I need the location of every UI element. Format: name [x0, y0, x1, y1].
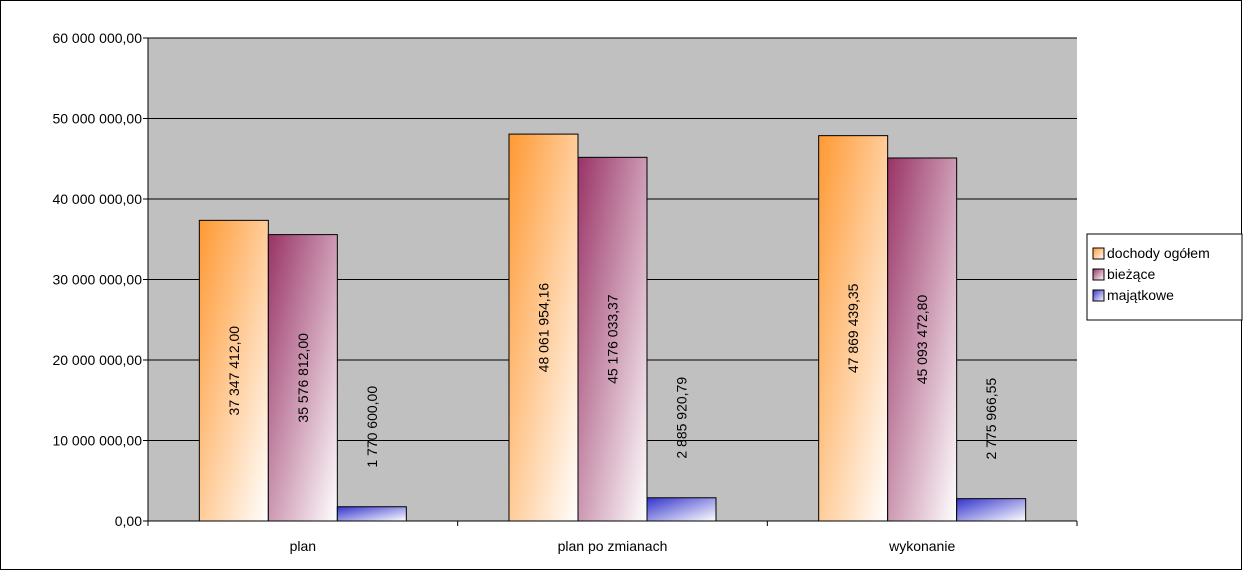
bar [336, 506, 407, 522]
data-label: 37 347 412,00 [226, 326, 242, 416]
y-tick-label: 10 000 000,00 [52, 433, 142, 449]
y-tick-label: 50 000 000,00 [52, 111, 142, 127]
legend: dochody ogółem bieżące majątkowe [1086, 233, 1243, 321]
data-label: 2 775 966,55 [983, 378, 999, 460]
legend-label: majątkowe [1107, 287, 1174, 303]
legend-label: dochody ogółem [1107, 245, 1210, 261]
y-tick-label: 0,00 [115, 513, 142, 529]
y-tick-label: 30 000 000,00 [52, 272, 142, 288]
y-tick-label: 40 000 000,00 [52, 191, 142, 207]
x-category-label: plan [290, 538, 316, 554]
data-label: 45 093 472,80 [914, 295, 930, 385]
x-axis-categories: plan plan po zmianach wykonanie [147, 521, 1078, 554]
bar [818, 135, 889, 522]
legend-box [1086, 233, 1243, 321]
data-label: 2 885 920,79 [674, 377, 690, 459]
bars [198, 133, 1027, 522]
data-label: 35 576 812,00 [295, 333, 311, 423]
y-tick-label: 20 000 000,00 [52, 352, 142, 368]
bar [577, 156, 648, 522]
legend-label: bieżące [1107, 266, 1155, 282]
x-category-label: wykonanie [888, 538, 955, 554]
x-category-label: plan po zmianach [558, 538, 668, 554]
data-labels: 37 347 412,00 35 576 812,00 1 770 600,00 48… [226, 283, 999, 468]
data-label: 45 176 033,37 [605, 294, 621, 384]
legend-swatch [1092, 289, 1105, 302]
legend-swatch [1092, 268, 1105, 281]
y-tick-label: 60 000 000,00 [52, 30, 142, 46]
bar [646, 497, 717, 522]
bar [508, 133, 579, 522]
data-label: 48 061 954,16 [536, 283, 552, 373]
y-axis-ticks: 0,00 10 000 000,00 20 000 000,00 30 000 000… [52, 30, 148, 529]
data-label: 1 770 600,00 [364, 386, 380, 468]
bar [956, 498, 1027, 522]
bar [887, 157, 958, 522]
data-label: 47 869 439,35 [845, 283, 861, 373]
legend-swatch [1092, 247, 1105, 260]
